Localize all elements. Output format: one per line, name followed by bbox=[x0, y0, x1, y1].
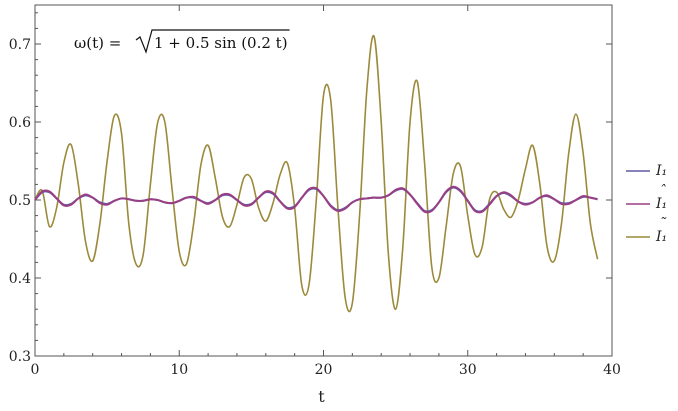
axes: 0 10 20 30 40 0.3 0.4 0.5 0.6 0.7 t bbox=[9, 4, 621, 406]
radical-sign bbox=[135, 29, 290, 54]
legend-label: I₁ bbox=[655, 229, 667, 245]
series-line-i1-tilde bbox=[34, 34, 599, 313]
x-tick-label: 30 bbox=[459, 362, 477, 378]
legend-label: I₁ bbox=[655, 196, 667, 212]
y-tick-label: 0.4 bbox=[9, 271, 31, 287]
x-axis-label: t bbox=[318, 387, 325, 406]
formula-radicand: 1 + 0.5 sin (0.2 t) bbox=[154, 34, 288, 52]
formula-lhs: ω(t) = bbox=[74, 34, 121, 52]
legend-accent: ˆ bbox=[659, 183, 666, 199]
x-tick-label: 10 bbox=[170, 362, 188, 378]
legend-label: I₁ bbox=[655, 163, 667, 179]
series-lines bbox=[34, 34, 599, 313]
y-tick-label: 0.7 bbox=[9, 37, 31, 53]
x-tick-label: 20 bbox=[315, 362, 333, 378]
y-tick-label: 0.5 bbox=[9, 193, 31, 209]
formula-annotation: ω(t) = 1 + 0.5 sin (0.2 t) bbox=[74, 29, 290, 54]
y-tick-label: 0.3 bbox=[9, 349, 31, 365]
x-tick-label: 40 bbox=[603, 362, 621, 378]
y-tick-label: 0.6 bbox=[9, 115, 31, 131]
plot-frame bbox=[34, 4, 613, 357]
legend-accent: ˜ bbox=[659, 216, 667, 232]
series-line-i1-hat bbox=[34, 185, 598, 214]
x-tick-label: 0 bbox=[31, 362, 40, 378]
